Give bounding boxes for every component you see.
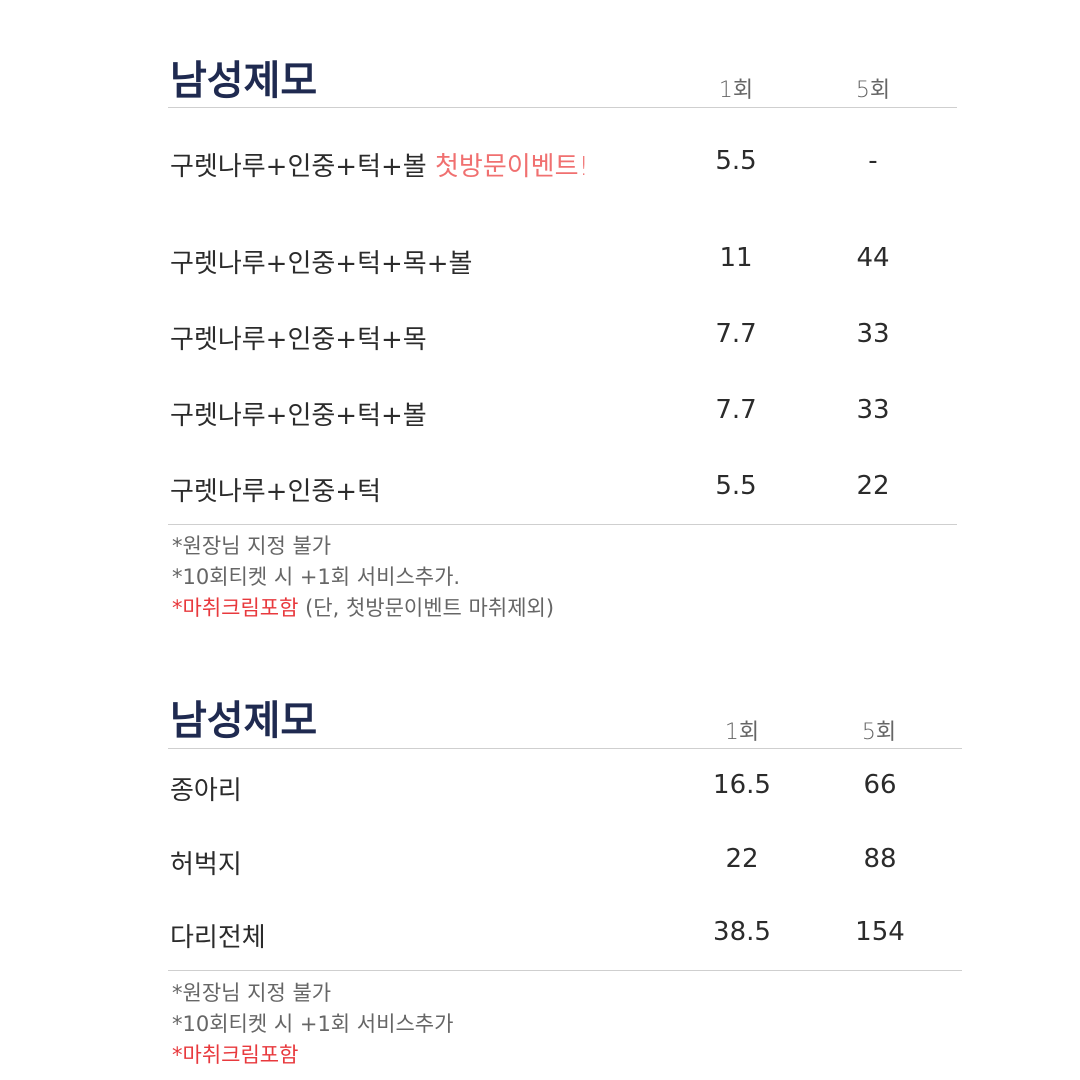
header-1-session: 1회 [724,720,760,745]
price-1: 7.7 [715,319,757,349]
price-row-label: 구렛나루+인중+턱+볼 [170,401,427,431]
price-5: 154 [855,917,905,947]
price-5: 33 [856,395,890,425]
price-5: 33 [856,319,890,349]
divider [168,748,962,749]
note: *10회티켓 시 +1회 서비스추가 [172,1012,454,1036]
price-row-label: 구렛나루+인중+턱 [170,477,382,507]
header-5-sessions: 5회 [855,78,891,103]
price-5: 66 [863,770,897,800]
price-5: - [868,146,878,176]
first-visit-event-badge: 첫방문이벤트! [434,152,589,182]
header-1-session: 1회 [718,78,754,103]
note-anesthesia: *마취크림포함 (단, 첫방문이벤트 마취제외) [172,592,554,622]
price-5: 44 [856,243,890,273]
price-row-label: 허벅지 [170,850,242,880]
price-5: 88 [863,844,897,874]
note: *10회티켓 시 +1회 서비스추가. [172,565,461,589]
price-1: 16.5 [713,770,771,800]
note-suffix: (단, 첫방문이벤트 마취제외) [298,596,555,620]
header-5-sessions: 5회 [861,720,897,745]
row-label-text: 구렛나루+인중+턱+볼 [170,152,427,182]
price-row-label: 구렛나루+인중+턱+볼 첫방문이벤트! [170,146,589,183]
price-row-label: 종아리 [170,776,242,806]
note-red: *마취크림포함 [172,1043,299,1067]
note-red: *마취크림포함 [172,596,299,620]
price-1: 11 [719,243,753,273]
price-row-label: 구렛나루+인중+턱+목+볼 [170,249,473,279]
price-row-label: 다리전체 [170,923,266,953]
price-1: 5.5 [715,146,757,176]
price-1: 7.7 [715,395,757,425]
divider [168,524,957,525]
price-1: 38.5 [713,917,771,947]
price-5: 22 [856,471,890,501]
section-title: 남성제모 [170,58,318,104]
divider [168,107,957,108]
price-1: 5.5 [715,471,757,501]
price-1: 22 [725,844,759,874]
section-title: 남성제모 [170,698,318,744]
note: *원장님 지정 불가 [172,981,332,1005]
note: *원장님 지정 불가 [172,534,332,558]
price-row-label: 구렛나루+인중+턱+목 [170,325,427,355]
divider [168,970,962,971]
